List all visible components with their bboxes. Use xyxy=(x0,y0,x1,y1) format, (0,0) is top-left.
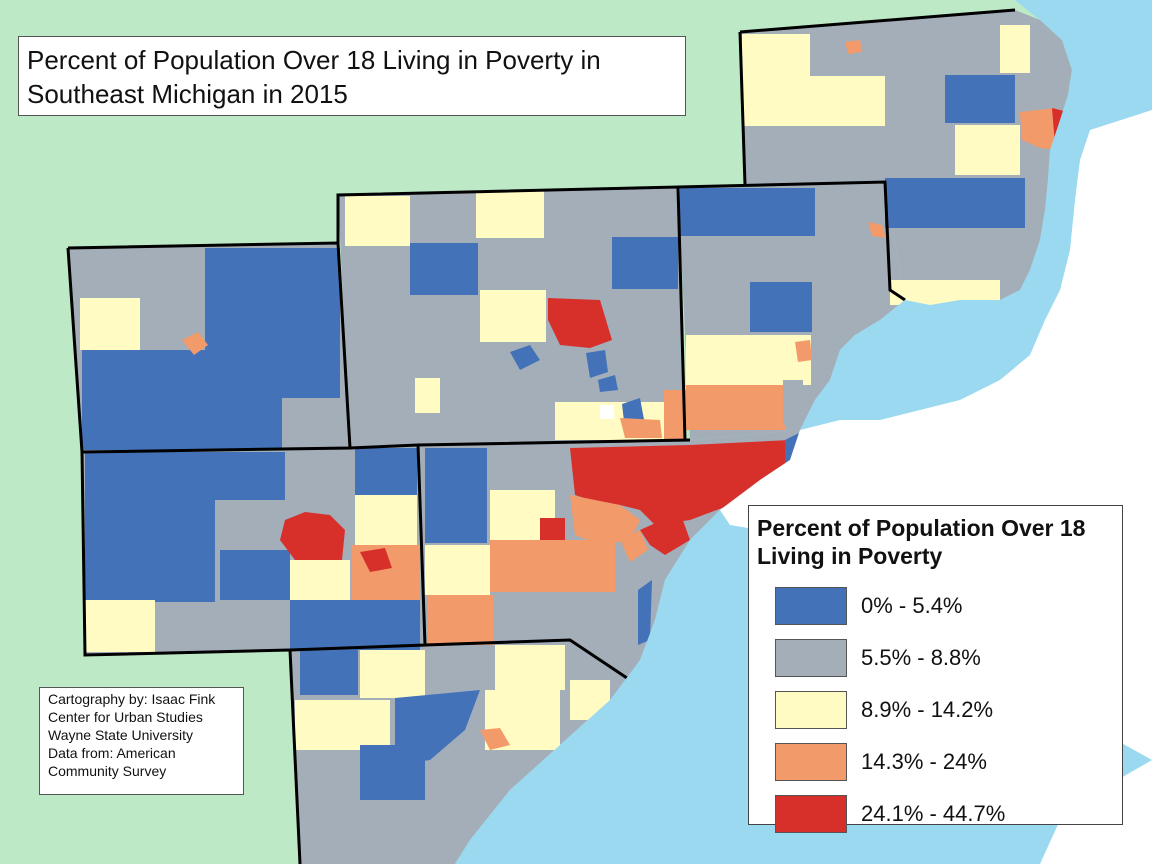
credit-line-2: Center for Urban Studies xyxy=(48,709,203,725)
legend-label: 14.3% - 24% xyxy=(861,749,987,774)
title-line-2: Southeast Michigan in 2015 xyxy=(27,79,348,109)
legend-label: 5.5% - 8.8% xyxy=(861,645,981,670)
legend-label: 0% - 5.4% xyxy=(861,593,963,618)
legend-label: 24.1% - 44.7% xyxy=(861,801,1006,826)
legend-swatch xyxy=(775,587,847,625)
legend-swatch xyxy=(775,795,847,833)
legend-swatch xyxy=(775,691,847,729)
credit-line-5: Community Survey xyxy=(48,763,167,779)
county-boundaries xyxy=(66,8,1016,864)
legend-title: Percent of Population Over 18 Living in … xyxy=(757,514,1114,570)
legend-item: 5.5% - 8.8% xyxy=(757,632,1114,684)
legend-title-line-1: Percent of Population Over 18 xyxy=(757,515,1086,541)
legend-swatch xyxy=(775,639,847,677)
township-tiles xyxy=(80,25,1070,800)
credits-box: Cartography by: Isaac Fink Center for Ur… xyxy=(39,687,244,795)
legend-items: 0% - 5.4% 5.5% - 8.8% 8.9% - 14.2% 14.3%… xyxy=(757,580,1114,840)
legend-item: 0% - 5.4% xyxy=(757,580,1114,632)
title-line-1: Percent of Population Over 18 Living in … xyxy=(27,45,601,75)
legend-item: 8.9% - 14.2% xyxy=(757,684,1114,736)
credit-line-1: Cartography by: Isaac Fink xyxy=(48,691,216,707)
map-legend: Percent of Population Over 18 Living in … xyxy=(748,505,1123,833)
legend-swatch xyxy=(775,743,847,781)
map-title: Percent of Population Over 18 Living in … xyxy=(18,36,686,116)
credit-line-3: Wayne State University xyxy=(48,727,193,743)
legend-item: 24.1% - 44.7% xyxy=(757,788,1114,840)
credit-line-4: Data from: American xyxy=(48,745,176,761)
legend-title-line-2: Living in Poverty xyxy=(757,543,943,569)
legend-item: 14.3% - 24% xyxy=(757,736,1114,788)
legend-label: 8.9% - 14.2% xyxy=(861,697,994,722)
